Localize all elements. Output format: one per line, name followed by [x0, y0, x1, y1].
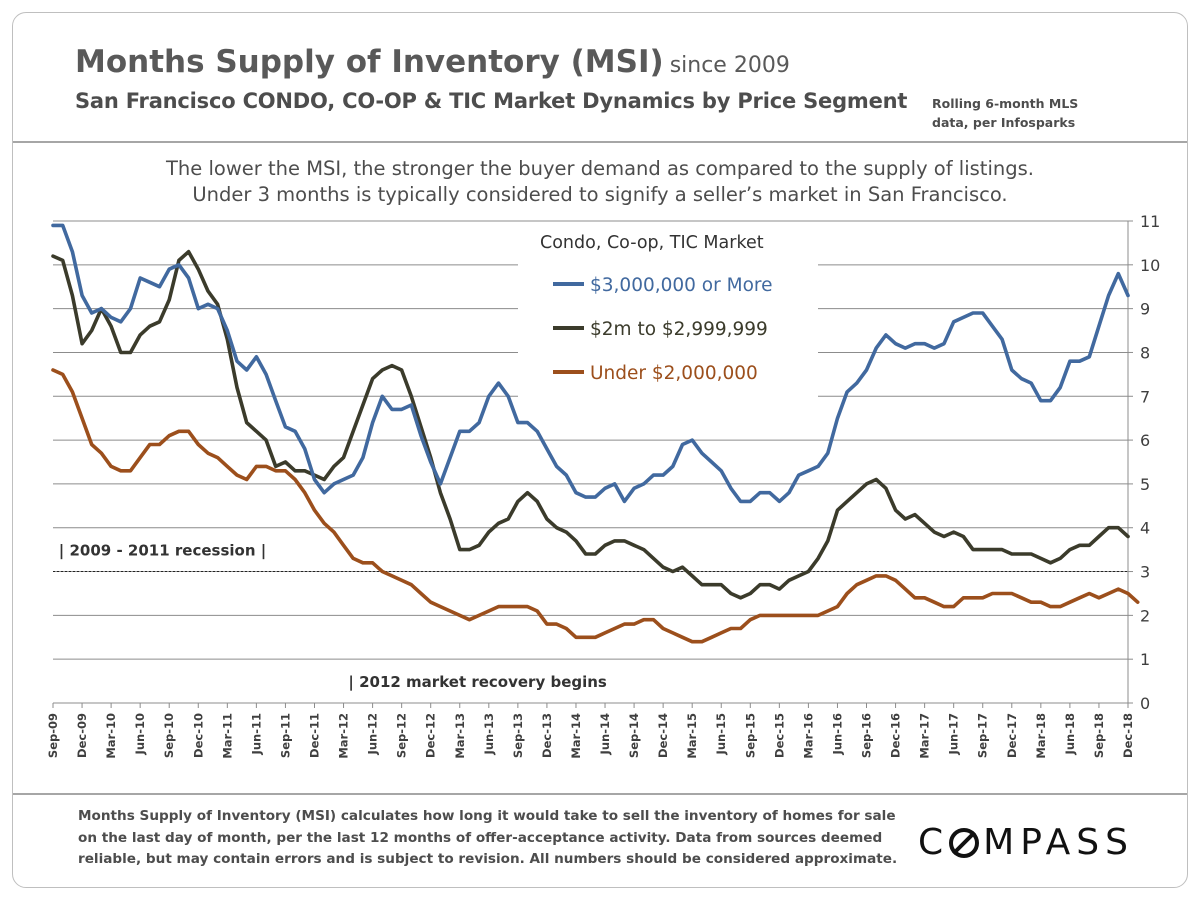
- x-tick-label: Jun-17: [947, 713, 961, 755]
- x-tick-label: Sep-10: [162, 713, 176, 758]
- x-tick-label: Mar-10: [104, 713, 118, 759]
- page-title: Months Supply of Inventory (MSI) since 20…: [75, 44, 790, 80]
- x-tick-label: Mar-15: [685, 713, 699, 759]
- compass-logo: C MPASS: [918, 822, 1134, 863]
- lede-line-2: Under 3 months is typically considered t…: [192, 183, 1008, 206]
- chart-legend: Condo, Co-op, TIC Market $3,000,000 or Mo…: [518, 222, 818, 400]
- header-divider: [13, 141, 1187, 143]
- x-tick-label: Mar-16: [801, 713, 815, 759]
- x-tick-label: Sep-17: [976, 713, 990, 758]
- lede-line-1: The lower the MSI, the stronger the buye…: [166, 157, 1034, 180]
- x-tick-label: Sep-09: [46, 713, 60, 758]
- source-note-line-1: Rolling 6-month MLS: [932, 96, 1079, 111]
- x-tick-label: Sep-18: [1092, 713, 1106, 758]
- y-tick-label: 3: [1140, 563, 1150, 582]
- footnote-line-3: reliable, but may contain errors and is …: [78, 851, 898, 867]
- annotations: | 2009 - 2011 recession | | 2012 market r…: [59, 542, 607, 692]
- x-tick-label: Dec-11: [307, 713, 321, 758]
- x-tick-label: Mar-14: [569, 713, 583, 759]
- source-note-line-2: data, per Infosparks: [932, 115, 1076, 130]
- annotation-text: | 2009 - 2011 recession |: [59, 542, 266, 561]
- x-tick-label: Mar-11: [220, 713, 234, 759]
- x-tick-label: Dec-12: [424, 713, 438, 758]
- x-tick-label: Sep-15: [743, 713, 757, 758]
- y-tick-label: 10: [1140, 256, 1160, 275]
- x-tick-label: Jun-10: [133, 713, 147, 755]
- legend-entry: $2m to $2,999,999: [590, 319, 768, 340]
- x-tick-label: Sep-14: [627, 713, 641, 758]
- x-tick-label: Jun-14: [598, 713, 612, 755]
- title-suffix: since 2009: [669, 53, 790, 78]
- x-tick-label: Sep-16: [860, 713, 874, 758]
- x-tick-label: Jun-11: [249, 713, 263, 755]
- source-note: Rolling 6-month MLS data, per Infosparks: [932, 94, 1078, 132]
- x-tick-label: Dec-09: [75, 713, 89, 758]
- x-tick-label: Mar-17: [918, 713, 932, 759]
- y-tick-label: 8: [1140, 343, 1150, 362]
- x-tick-label: Dec-13: [540, 713, 554, 758]
- x-tick-label: Dec-10: [191, 713, 205, 758]
- x-tick-label: Jun-18: [1063, 713, 1077, 755]
- x-tick-label: Dec-18: [1121, 713, 1135, 758]
- y-tick-label: 6: [1140, 431, 1150, 450]
- x-tick-label: Dec-17: [1005, 713, 1019, 758]
- x-tick-label: Dec-16: [889, 713, 903, 758]
- y-tick-label: 5: [1140, 475, 1150, 494]
- page-subtitle: San Francisco CONDO, CO-OP & TIC Market …: [75, 89, 908, 113]
- footnote: Months Supply of Inventory (MSI) calcula…: [78, 806, 897, 871]
- outer-frame: [12, 12, 1188, 888]
- series-line: [51, 368, 1140, 644]
- footnote-line-1: Months Supply of Inventory (MSI) calcula…: [78, 808, 896, 824]
- x-tick-label: Sep-12: [395, 713, 409, 758]
- x-tick-label: Mar-12: [337, 713, 351, 759]
- x-tick-label: Jun-13: [482, 713, 496, 755]
- series-lines: [51, 223, 1140, 644]
- legend-entry: $3,000,000 or More: [590, 275, 772, 296]
- y-tick-label: 7: [1140, 387, 1150, 406]
- x-tick-label: Sep-13: [511, 713, 525, 758]
- x-axis: Sep-09 Dec-09 Mar-10 Jun-10 Sep-10 Dec-10 Mar-…: [46, 702, 1135, 759]
- annotation-text: | 2012 market recovery begins: [348, 673, 607, 692]
- series-line: [51, 223, 1130, 504]
- gridlines: [53, 220, 1128, 660]
- legend-title: Condo, Co-op, TIC Market: [540, 233, 764, 253]
- compass-logo-o-icon: [949, 828, 980, 858]
- y-tick-label: 1: [1140, 650, 1150, 669]
- footnote-line-2: on the last day of month, per the last 1…: [78, 829, 883, 846]
- legend-entry: Under $2,000,000: [590, 363, 758, 384]
- y-tick-label: 4: [1140, 519, 1150, 538]
- y-tick-label: 2: [1140, 606, 1150, 625]
- x-tick-label: Jun-12: [366, 713, 380, 755]
- footer-divider: [13, 793, 1187, 795]
- series-line: [51, 249, 1130, 600]
- x-tick-label: Mar-13: [453, 713, 467, 759]
- x-tick-label: Mar-18: [1034, 713, 1048, 759]
- y-tick-label: 0: [1140, 694, 1150, 713]
- x-tick-label: Jun-16: [830, 713, 844, 755]
- y-axis: 0 1 2 3 4 5 6 7 8 9 10 11: [1127, 212, 1160, 713]
- x-tick-label: Dec-15: [772, 713, 786, 758]
- y-tick-label: 11: [1140, 212, 1160, 231]
- x-tick-label: Jun-15: [714, 713, 728, 755]
- x-tick-label: Sep-11: [278, 713, 292, 758]
- y-tick-label: 9: [1140, 300, 1150, 319]
- x-tick-label: Dec-14: [656, 713, 670, 758]
